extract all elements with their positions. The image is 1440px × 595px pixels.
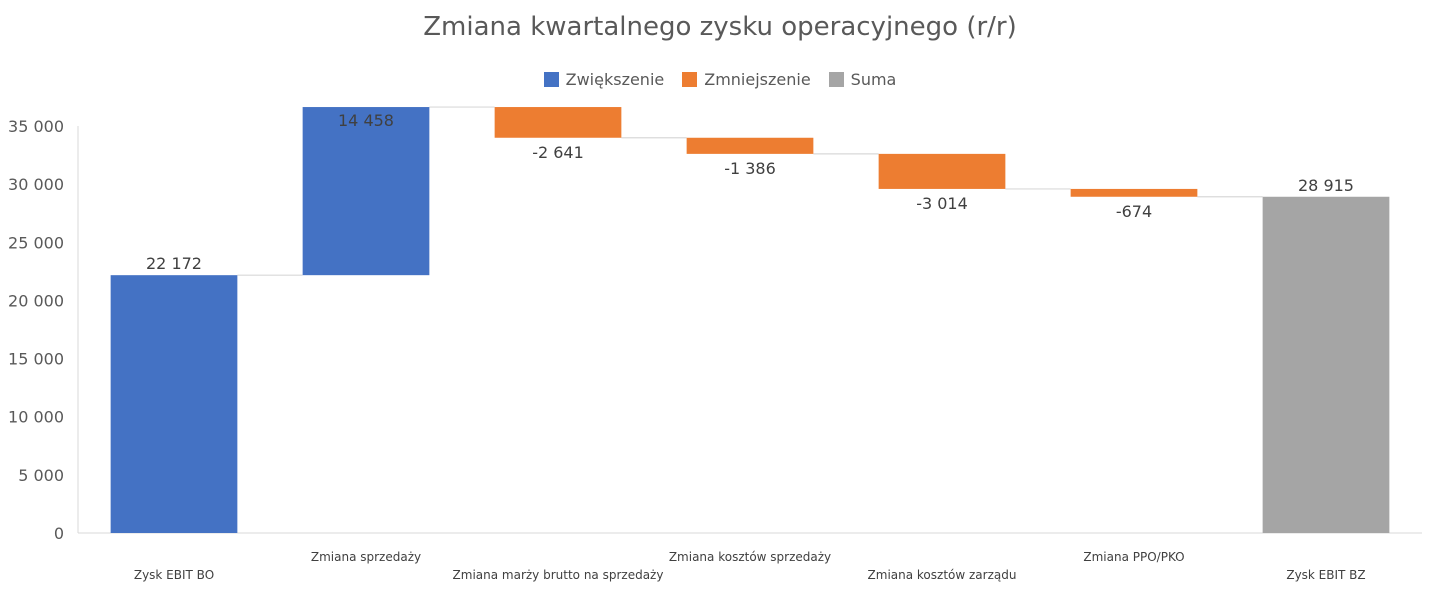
x-category-label: Zmiana kosztów sprzedaży [669, 550, 831, 564]
legend: Zwiększenie Zmniejszenie Suma [0, 70, 1440, 89]
data-label: 22 172 [146, 254, 202, 273]
legend-item-increase: Zwiększenie [543, 70, 665, 89]
legend-swatch-increase [543, 72, 559, 87]
bar-increase [302, 107, 430, 276]
y-tick-label: 5 000 [18, 466, 64, 485]
data-labels: 22 172 14 458 -2 641 -1 386 -3 014 -674 28 915 [146, 111, 1354, 273]
bars [110, 107, 1390, 533]
x-category-label: Zysk EBIT BZ [1286, 568, 1365, 582]
data-label: -1 386 [724, 159, 776, 178]
legend-swatch-total [828, 72, 844, 87]
bar-decrease [878, 153, 1006, 189]
bar-total [110, 275, 238, 533]
chart-title: Zmiana kwartalnego zysku operacyjnego (r… [423, 12, 1017, 42]
y-tick-label: 20 000 [8, 291, 64, 310]
data-label: 14 458 [338, 111, 394, 130]
legend-item-decrease: Zmniejszenie [682, 70, 811, 89]
x-category-label: Zmiana kosztów zarządu [868, 568, 1017, 582]
legend-item-total: Suma [828, 70, 897, 89]
bar-decrease [1070, 188, 1198, 197]
bar-decrease [686, 137, 814, 154]
x-category-label: Zmiana sprzedaży [311, 550, 421, 564]
x-category-label: Zysk EBIT BO [134, 568, 214, 582]
y-tick-label: 10 000 [8, 408, 64, 427]
legend-swatch-decrease [682, 72, 698, 87]
legend-label-decrease: Zmniejszenie [704, 70, 811, 89]
bar-decrease [494, 107, 622, 138]
category-labels: Zysk EBIT BO Zmiana sprzedaży Zmiana marży… [134, 550, 1366, 582]
y-tick-label: 35 000 [8, 117, 64, 136]
y-tick-label: 0 [54, 524, 64, 543]
connector-lines [237, 106, 1263, 276]
y-tick-label: 30 000 [8, 175, 64, 194]
bar-total [1262, 196, 1390, 533]
data-label: 28 915 [1298, 176, 1354, 195]
legend-label-total: Suma [850, 70, 897, 89]
axes: 0 5 000 10 000 15 000 20 000 25 000 30 000 35 0… [8, 117, 1422, 543]
x-category-label: Zmiana PPO/PKO [1083, 550, 1184, 564]
data-label: -674 [1116, 202, 1152, 221]
legend-label-increase: Zwiększenie [565, 70, 665, 89]
data-label: -3 014 [916, 194, 968, 213]
y-tick-label: 15 000 [8, 350, 64, 369]
y-tick-label: 25 000 [8, 233, 64, 252]
x-category-label: Zmiana marży brutto na sprzedaży [453, 568, 664, 582]
data-label: -2 641 [532, 143, 584, 162]
